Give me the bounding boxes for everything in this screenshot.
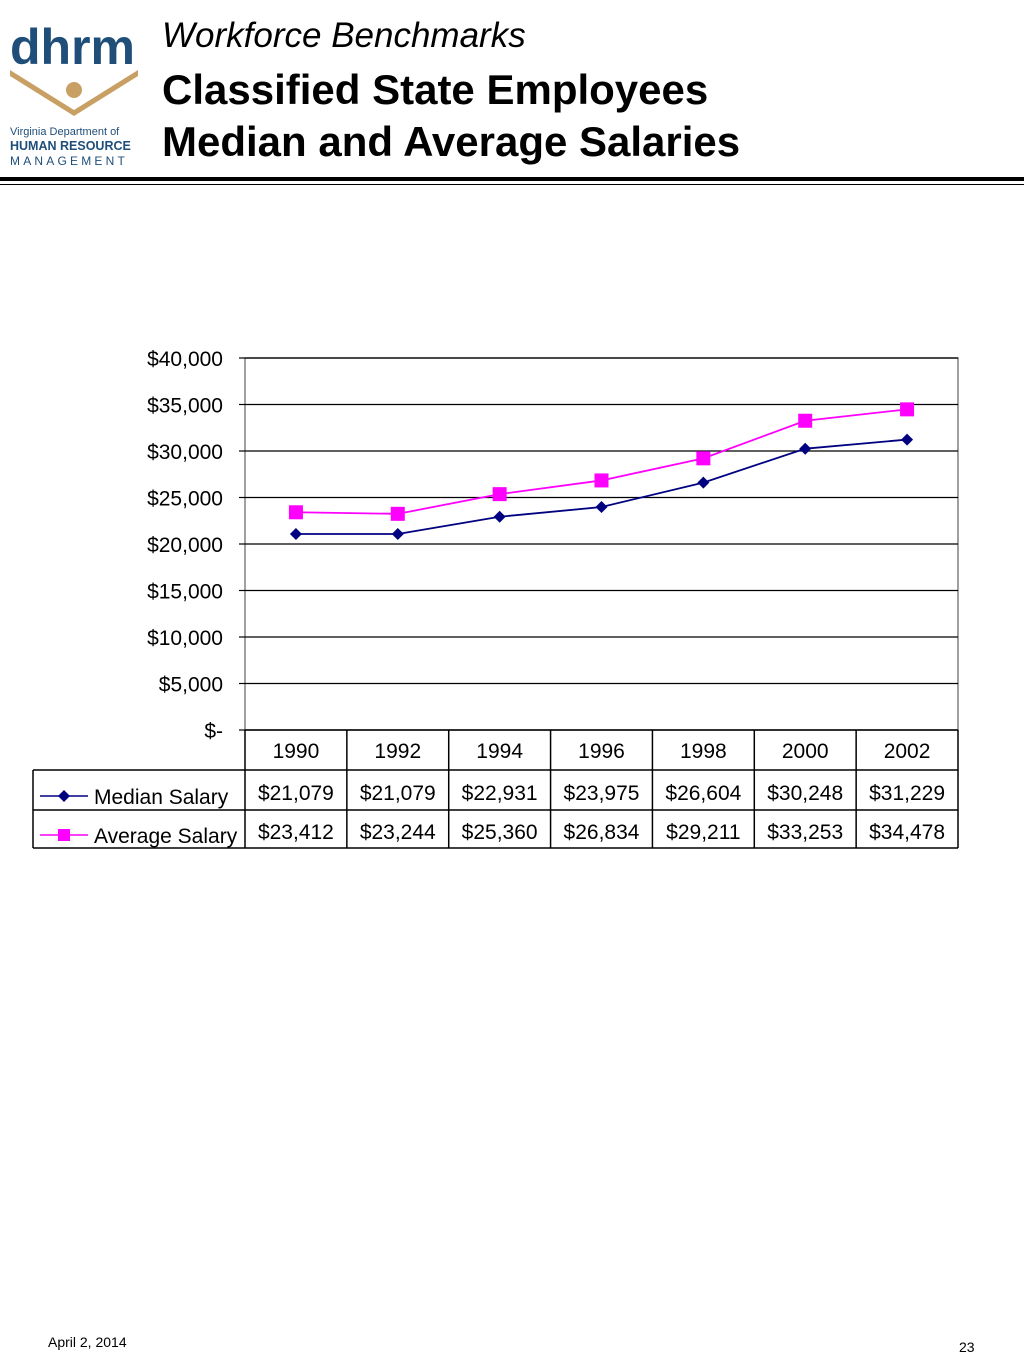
table-value: $26,604 (665, 782, 741, 805)
y-tick-label: $20,000 (147, 534, 223, 557)
table-value: $26,834 (564, 821, 640, 844)
page-title-line-2: Median and Average Salaries (162, 118, 741, 165)
y-tick-label: $30,000 (147, 441, 223, 464)
x-category-label: 1992 (374, 740, 421, 763)
table-value: $29,211 (666, 821, 740, 844)
data-point (595, 501, 608, 514)
logo-figure-head (66, 82, 82, 98)
page-title-line-1: Classified State Employees (162, 66, 709, 113)
page-subtitle: Workforce Benchmarks (162, 16, 526, 55)
x-category-label: 1996 (578, 740, 625, 763)
x-category-label: 2002 (884, 740, 931, 763)
table-value: $30,248 (767, 782, 843, 805)
legend-marker (58, 790, 70, 802)
data-point (289, 527, 302, 540)
logo-wordmark: dhrm (10, 19, 135, 75)
x-category-label: 1994 (476, 740, 523, 763)
footer-date: April 2, 2014 (48, 1334, 127, 1350)
data-point (493, 510, 506, 523)
table-value: $23,975 (564, 782, 640, 805)
legend-label: Average Salary (94, 825, 238, 848)
table-value: $22,931 (462, 782, 538, 805)
header-rule-thin (0, 184, 1024, 185)
x-category-label: 2000 (782, 740, 829, 763)
y-tick-label: $25,000 (147, 488, 223, 511)
data-point (901, 433, 914, 446)
data-point (390, 506, 405, 521)
data-point (288, 505, 303, 520)
page-title: Classified State Employees Median and Av… (162, 64, 740, 168)
salary-line-chart: $- $5,000 $10,000 $15,000 $20,000 $25,000 $30,… (32, 348, 959, 849)
y-tick-label: $- (204, 720, 223, 743)
dhrm-logo: dhrm Virginia Department of HUMAN RESOUR… (10, 19, 138, 168)
table-value: $21,079 (258, 782, 334, 805)
data-point (696, 451, 711, 466)
data-point (799, 442, 812, 455)
y-tick-label: $5,000 (159, 674, 223, 697)
legend-label: Median Salary (94, 786, 229, 809)
y-tick-label: $15,000 (147, 581, 223, 604)
y-tick-label: $10,000 (147, 627, 223, 650)
table-value: $31,229 (869, 782, 945, 805)
x-category-label: 1998 (680, 740, 727, 763)
data-point (391, 527, 404, 540)
data-point (697, 476, 710, 489)
data-point (492, 487, 507, 502)
table-value: $25,360 (462, 821, 538, 844)
data-point (798, 413, 813, 428)
y-tick-label: $35,000 (147, 395, 223, 418)
header-rule-thick (0, 177, 1024, 181)
logo-line-2: HUMAN RESOURCE (10, 139, 131, 153)
data-point (900, 402, 915, 417)
table-value: $23,244 (360, 821, 436, 844)
page-number: 23 (959, 1339, 975, 1355)
table-value: $23,412 (258, 821, 334, 844)
table-value: $33,253 (767, 821, 843, 844)
data-point (594, 473, 609, 488)
x-category-label: 1990 (273, 740, 320, 763)
table-value: $34,478 (869, 821, 945, 844)
table-value: $21,079 (360, 782, 436, 805)
y-tick-label: $40,000 (147, 348, 223, 371)
logo-line-3: MANAGEMENT (10, 154, 128, 168)
legend-marker (58, 829, 70, 841)
logo-line-1: Virginia Department of (10, 126, 120, 138)
